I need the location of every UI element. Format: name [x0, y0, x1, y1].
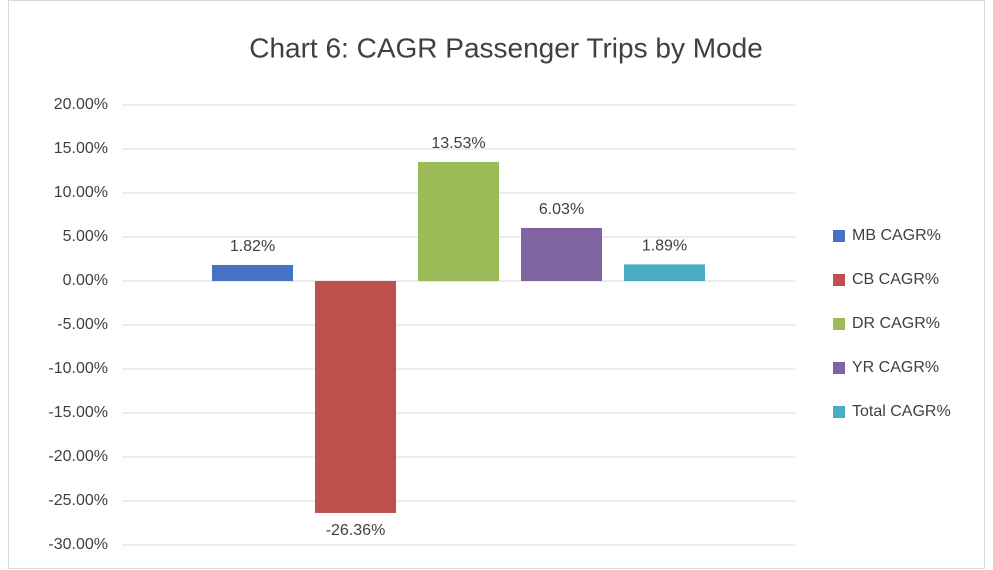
- legend-swatch: [833, 230, 845, 242]
- y-tick-label: -20.00%: [48, 448, 108, 465]
- chart-border: [8, 0, 985, 569]
- data-label: 1.89%: [642, 238, 687, 255]
- y-tick-label: -5.00%: [57, 316, 108, 333]
- data-label: -26.36%: [326, 522, 386, 539]
- y-tick-label: -30.00%: [48, 536, 108, 553]
- legend-swatch: [833, 274, 845, 286]
- legend-swatch: [833, 406, 845, 418]
- y-tick-label: 5.00%: [63, 228, 108, 245]
- legend-label: DR CAGR%: [852, 315, 940, 332]
- bar: [418, 161, 499, 281]
- y-tick-label: 10.00%: [54, 184, 108, 201]
- bar: [624, 264, 705, 281]
- y-tick-label: 20.00%: [54, 96, 108, 113]
- data-label: 13.53%: [431, 135, 485, 152]
- bar: [315, 281, 396, 513]
- y-tick-label: 0.00%: [63, 272, 108, 289]
- data-label: 1.82%: [230, 238, 275, 255]
- legend-swatch: [833, 362, 845, 374]
- legend-label: CB CAGR%: [852, 271, 939, 288]
- legend-label: MB CAGR%: [852, 227, 941, 244]
- y-tick-label: -10.00%: [48, 360, 108, 377]
- bar: [212, 264, 293, 281]
- data-label: 6.03%: [539, 201, 584, 218]
- legend-label: YR CAGR%: [852, 359, 939, 376]
- chart-title: Chart 6: CAGR Passenger Trips by Mode: [249, 32, 763, 63]
- bar: [521, 227, 602, 281]
- legend-swatch: [833, 318, 845, 330]
- y-tick-label: 15.00%: [54, 140, 108, 157]
- legend-label: Total CAGR%: [852, 403, 951, 420]
- y-tick-label: -15.00%: [48, 404, 108, 421]
- y-tick-label: -25.00%: [48, 492, 108, 509]
